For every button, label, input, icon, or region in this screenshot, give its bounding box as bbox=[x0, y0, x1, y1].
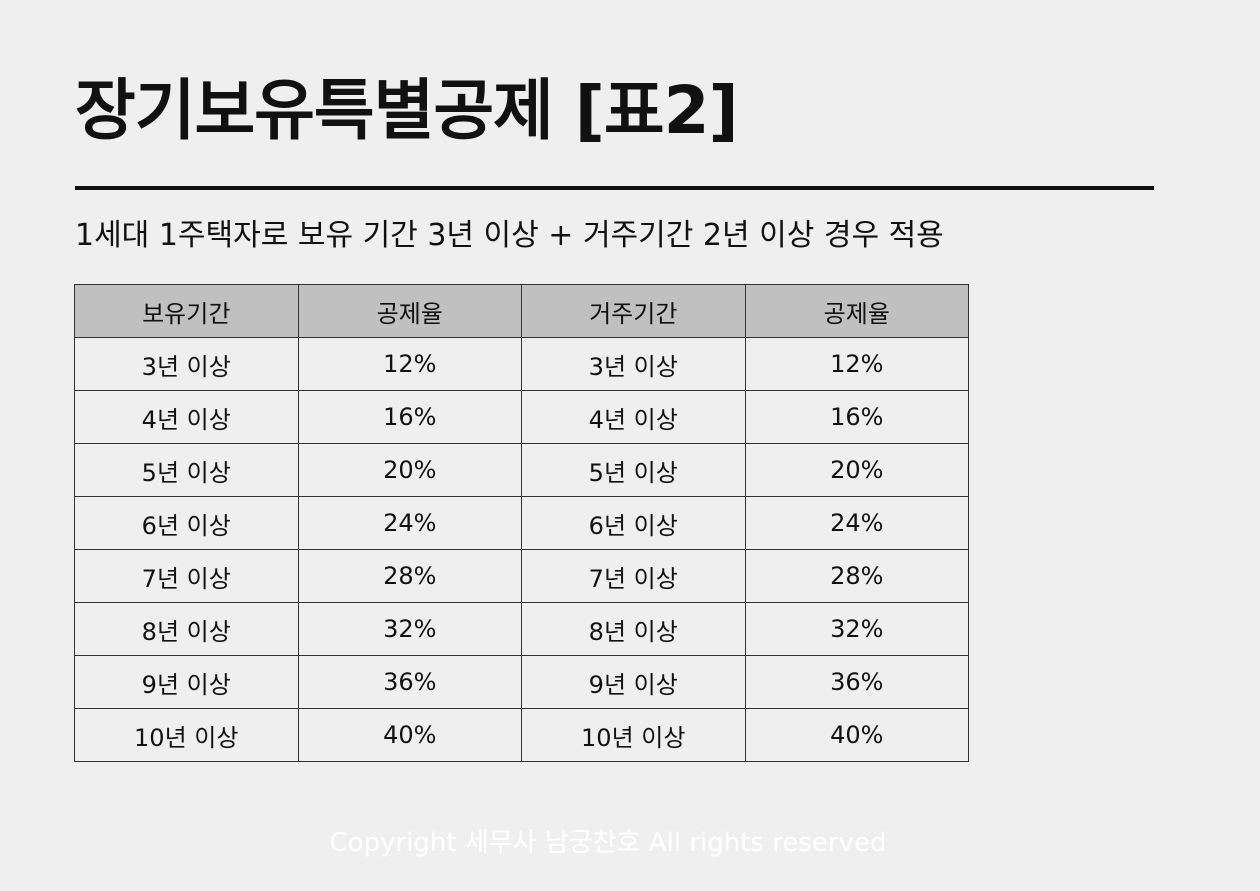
holding-period-cell: 7년 이상 bbox=[74, 549, 299, 603]
copyright-footer: Copyright 세무사 남궁찬호 All rights reserved bbox=[329, 828, 887, 858]
deduction-rate-table: 보유기간 공제율 거주기간 공제율 3년 이상 12% 3년 이상 12% 4년… bbox=[74, 284, 969, 762]
holding-period-cell: 6년 이상 bbox=[74, 496, 299, 550]
holding-period-cell: 8년 이상 bbox=[74, 602, 299, 656]
table-row: 5년 이상 20% 5년 이상 20% bbox=[74, 443, 969, 497]
table-row: 8년 이상 32% 8년 이상 32% bbox=[74, 602, 969, 656]
table-row: 4년 이상 16% 4년 이상 16% bbox=[74, 390, 969, 444]
holding-rate-cell: 24% bbox=[297, 496, 522, 550]
holding-rate-cell: 12% bbox=[297, 337, 522, 391]
residence-period-cell: 10년 이상 bbox=[521, 708, 746, 762]
page-subtitle: 1세대 1주택자로 보유 기간 3년 이상 + 거주기간 2년 이상 경우 적용 bbox=[75, 218, 944, 253]
table-header: 보유기간 공제율 거주기간 공제율 bbox=[74, 284, 969, 338]
holding-period-cell: 3년 이상 bbox=[74, 337, 299, 391]
table-row: 6년 이상 24% 6년 이상 24% bbox=[74, 496, 969, 550]
residence-period-cell: 3년 이상 bbox=[521, 337, 746, 391]
residence-period-cell: 4년 이상 bbox=[521, 390, 746, 444]
table-body: 3년 이상 12% 3년 이상 12% 4년 이상 16% 4년 이상 16% … bbox=[74, 337, 969, 762]
table-row: 10년 이상 40% 10년 이상 40% bbox=[74, 708, 969, 762]
page-title: 장기보유특별공제 [표2] bbox=[75, 72, 739, 149]
table-header-row: 보유기간 공제율 거주기간 공제율 bbox=[74, 284, 969, 338]
residence-rate-cell: 32% bbox=[744, 602, 969, 656]
residence-rate-cell: 36% bbox=[744, 655, 969, 709]
header-holding-period: 보유기간 bbox=[74, 284, 299, 338]
holding-period-cell: 10년 이상 bbox=[74, 708, 299, 762]
residence-period-cell: 7년 이상 bbox=[521, 549, 746, 603]
residence-period-cell: 6년 이상 bbox=[521, 496, 746, 550]
residence-period-cell: 5년 이상 bbox=[521, 443, 746, 497]
title-divider bbox=[75, 186, 1154, 190]
holding-rate-cell: 16% bbox=[297, 390, 522, 444]
header-residence-rate: 공제율 bbox=[744, 284, 969, 338]
residence-rate-cell: 40% bbox=[744, 708, 969, 762]
header-holding-rate: 공제율 bbox=[297, 284, 522, 338]
residence-rate-cell: 28% bbox=[744, 549, 969, 603]
holding-rate-cell: 32% bbox=[297, 602, 522, 656]
holding-period-cell: 4년 이상 bbox=[74, 390, 299, 444]
holding-period-cell: 5년 이상 bbox=[74, 443, 299, 497]
holding-rate-cell: 36% bbox=[297, 655, 522, 709]
residence-rate-cell: 16% bbox=[744, 390, 969, 444]
residence-period-cell: 8년 이상 bbox=[521, 602, 746, 656]
residence-period-cell: 9년 이상 bbox=[521, 655, 746, 709]
holding-period-cell: 9년 이상 bbox=[74, 655, 299, 709]
residence-rate-cell: 12% bbox=[744, 337, 969, 391]
holding-rate-cell: 20% bbox=[297, 443, 522, 497]
header-residence-period: 거주기간 bbox=[521, 284, 746, 338]
table-row: 3년 이상 12% 3년 이상 12% bbox=[74, 337, 969, 391]
table-row: 7년 이상 28% 7년 이상 28% bbox=[74, 549, 969, 603]
residence-rate-cell: 24% bbox=[744, 496, 969, 550]
table-row: 9년 이상 36% 9년 이상 36% bbox=[74, 655, 969, 709]
holding-rate-cell: 40% bbox=[297, 708, 522, 762]
residence-rate-cell: 20% bbox=[744, 443, 969, 497]
holding-rate-cell: 28% bbox=[297, 549, 522, 603]
